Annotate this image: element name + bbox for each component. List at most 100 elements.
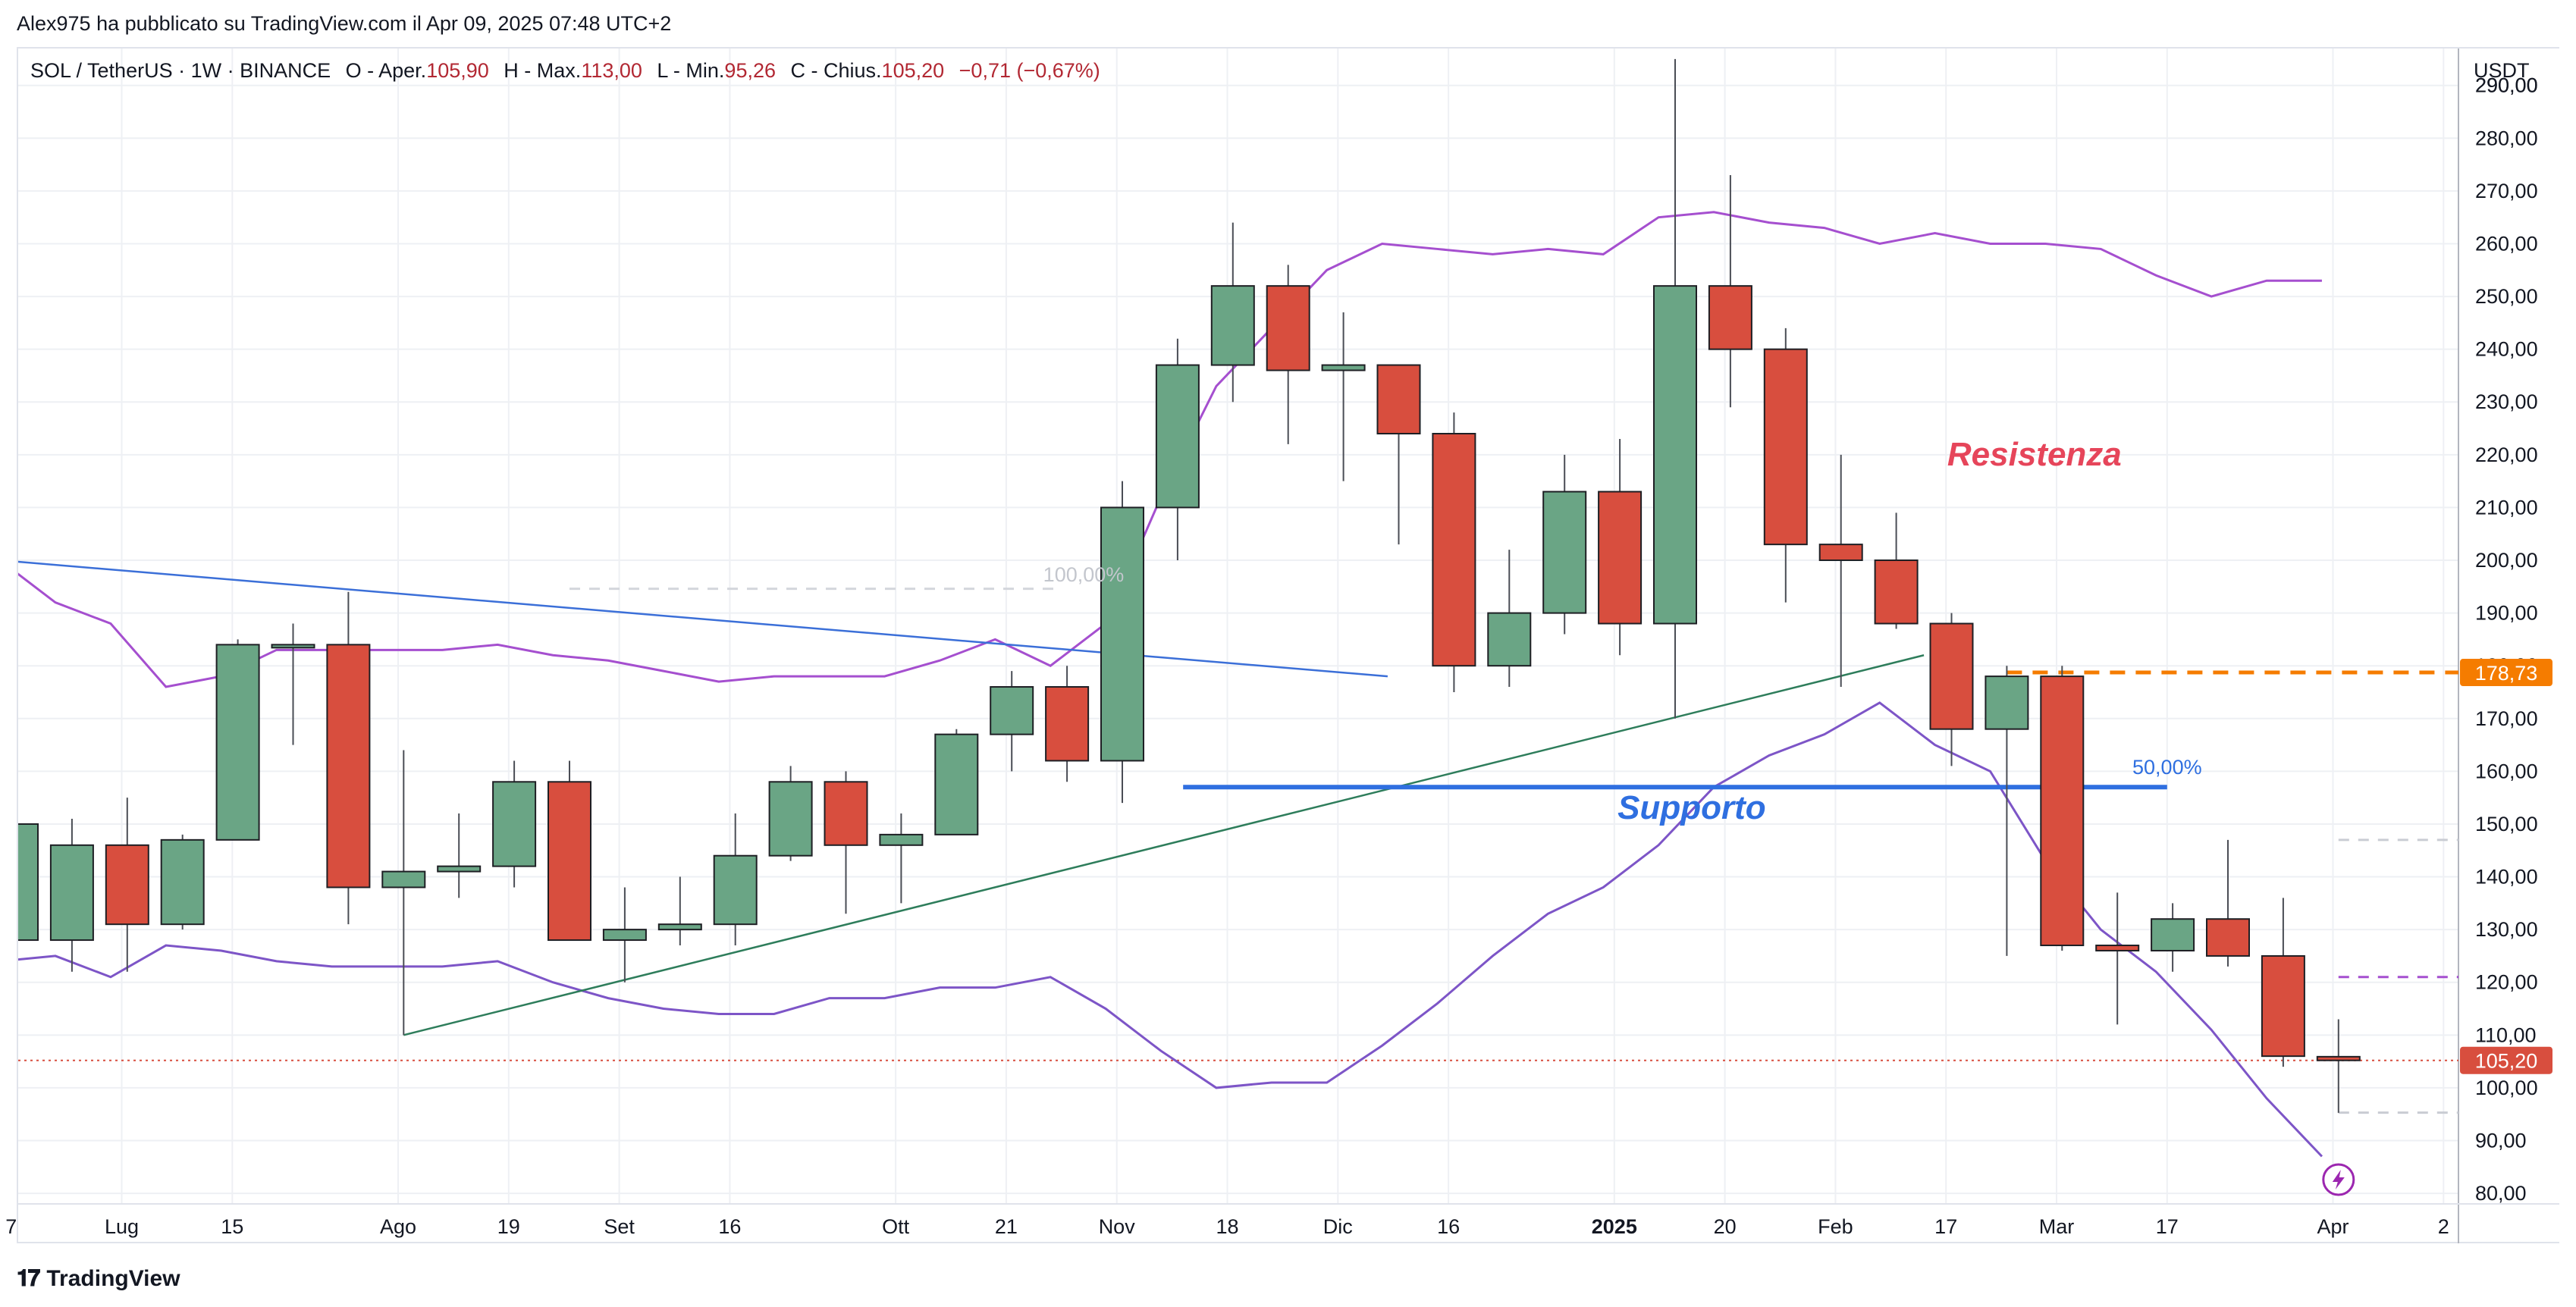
candle-up [990, 686, 1034, 735]
chart-pane[interactable] [17, 47, 2559, 1243]
candle-down [105, 844, 149, 926]
candle-up [381, 870, 426, 889]
price-tick-label: 160,00 [2475, 760, 2538, 782]
candle-down [1432, 433, 1476, 667]
candle-down [1818, 544, 1863, 562]
price-tick-label: 290,00 [2475, 74, 2538, 97]
time-tick-label: Ott [882, 1215, 910, 1238]
descending-trendline [18, 560, 1388, 678]
candle-up [713, 854, 758, 926]
resistenza-label: Resistenza [1947, 436, 2122, 473]
price-tick-label: 230,00 [2475, 390, 2538, 413]
legend-low-value: 95,26 [724, 59, 776, 82]
current-price-badge-bg [2460, 1046, 2552, 1074]
candle-up [1321, 364, 1366, 371]
price-tick-label: 80,00 [2475, 1182, 2527, 1205]
time-tick-label: Apr [2317, 1215, 2349, 1238]
plot-area: Resistenza Supporto 50,00% 100,00% [18, 58, 2458, 1158]
candle-up [2151, 918, 2195, 951]
price-tick-label: 170,00 [2475, 707, 2538, 730]
alert-bolt-icon [2322, 1163, 2355, 1196]
candle-up [18, 823, 39, 942]
publication-attribution: Alex975 ha pubblicato su TradingView.com… [17, 12, 672, 35]
candle-down [2261, 954, 2305, 1058]
current-price-badge-text: 105,20 [2475, 1050, 2538, 1073]
legend-open-label: O - Aper. [345, 59, 427, 82]
candle-down [2040, 675, 2085, 947]
currency-label[interactable]: USDT [2474, 59, 2530, 82]
candle-up [492, 781, 537, 867]
price-tick-label: 140,00 [2475, 866, 2538, 889]
candle-down [2316, 1055, 2361, 1061]
time-tick-label: Nov [1099, 1215, 1136, 1238]
grid-lines [18, 49, 2458, 1204]
candle-up [1100, 506, 1144, 762]
candle-down [1045, 686, 1090, 762]
legend-high-value: 113,00 [581, 59, 642, 82]
candle-up [1985, 675, 2029, 730]
price-tick-label: 290,00 [2475, 74, 2538, 97]
header: Alex975 ha pubblicato su TradingView.com… [0, 0, 2576, 45]
candle-down [1266, 285, 1310, 371]
candle-up [437, 865, 482, 873]
candle-up [1487, 612, 1532, 667]
legend-change-value: −0,71 (−0,67%) [959, 59, 1100, 82]
time-tick-label: Ago [380, 1215, 416, 1238]
candle-down [824, 781, 868, 846]
candle-down [1708, 285, 1752, 350]
price-tick-label: 110,00 [2475, 1023, 2537, 1046]
time-tick-label: 20 [1714, 1215, 1737, 1238]
time-tick-label: Lug [105, 1215, 139, 1238]
price-tick-label: 200,00 [2475, 549, 2538, 572]
price-tick-label: 240,00 [2475, 338, 2538, 361]
candle-up [1210, 285, 1255, 366]
lower-band-line [18, 701, 2323, 1158]
orange-level-badge: 178,73 [2460, 659, 2552, 687]
tradingview-logo-text: TradingView [46, 1266, 180, 1291]
tradingview-logo-icon: 𝟏𝟕 [17, 1266, 40, 1291]
time-tick-label: 15 [221, 1215, 243, 1238]
candle-up [1155, 364, 1200, 509]
legend-symbol[interactable]: SOL / TetherUS · 1W · BINANCE [30, 59, 331, 82]
fib-50-label: 50,00% [2132, 756, 2202, 779]
legend-high-label: H - Max. [504, 59, 582, 82]
time-tick-label: 21 [995, 1215, 1018, 1238]
price-tick-label: 270,00 [2475, 180, 2538, 202]
legend-close-value: 105,20 [881, 59, 945, 82]
orange-level-badge-text: 178,73 [2475, 662, 2538, 685]
time-tick-label: 17 [1934, 1215, 1957, 1238]
price-tick-label: 150,00 [2475, 813, 2538, 835]
time-tick-label: Feb [1818, 1215, 1853, 1238]
price-tick-label: 210,00 [2475, 496, 2538, 519]
candle-down [1376, 364, 1421, 434]
candle-down [326, 644, 371, 889]
symbol-legend: SOL / TetherUS · 1W · BINANCE O - Aper.1… [30, 59, 1100, 83]
price-tick-label: 280,00 [2475, 127, 2538, 149]
candle-up [879, 833, 924, 846]
candle-up [1653, 285, 1697, 625]
candle-down [1763, 348, 1808, 546]
supporto-label: Supporto [1617, 789, 1766, 826]
candle-down [1874, 559, 1919, 625]
candle-up [271, 644, 315, 649]
time-tick-label: 2 [2438, 1215, 2449, 1238]
time-tick-label: 7 [5, 1215, 17, 1238]
tradingview-logo[interactable]: 𝟏𝟕 TradingView [17, 1266, 180, 1292]
time-tick-label: Set [604, 1215, 635, 1238]
time-tick-label: 2025 [1592, 1215, 1637, 1238]
candles [18, 58, 2361, 1113]
candle-down [1598, 491, 1643, 625]
price-axis-labels: 80,00 90,00 100,00 110,00 120,00 130,00 140,00… [2475, 74, 2538, 1205]
time-axis-labels: 7 Lug 15 Ago 19 Set 16 Ott 21 Nov 18 Dic 16 2025 20 Feb… [5, 1215, 2449, 1238]
legend-open-value: 105,90 [426, 59, 489, 82]
time-tick-label: 16 [1437, 1215, 1460, 1238]
candle-down [1929, 622, 1974, 730]
legend-low-label: L - Min. [657, 59, 725, 82]
price-tick-label: 250,00 [2475, 285, 2538, 308]
alert-bolt-glyph [2332, 1170, 2345, 1189]
price-tick-label: 190,00 [2475, 602, 2538, 625]
legend-close-label: C - Chius. [790, 59, 882, 82]
time-tick-label: 17 [2156, 1215, 2179, 1238]
price-tick-label: 130,00 [2475, 918, 2538, 941]
